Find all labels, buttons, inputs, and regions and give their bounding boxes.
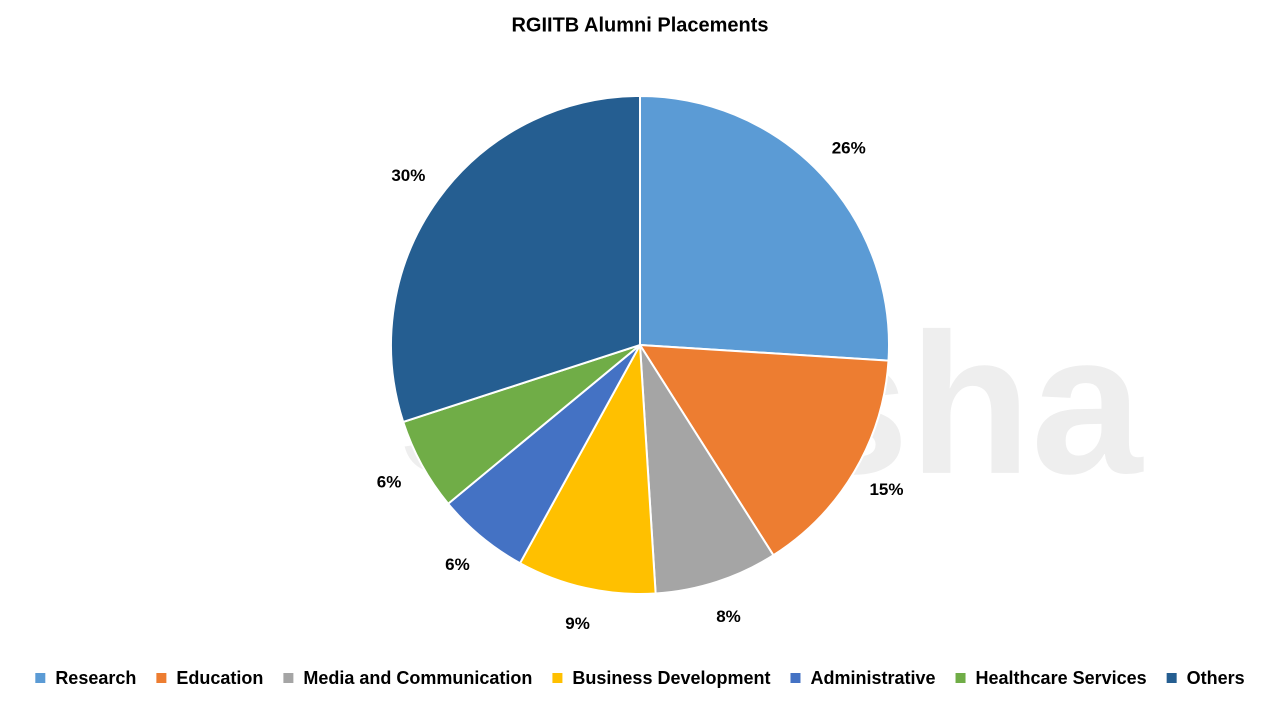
legend-label: Research <box>55 668 136 688</box>
data-label: 30% <box>391 166 425 185</box>
legend-swatch <box>955 673 966 683</box>
chart-title: RGIITB Alumni Placements <box>511 14 768 36</box>
legend-swatch <box>156 673 167 683</box>
pie-slice <box>390 94 641 424</box>
data-label: 26% <box>832 138 866 157</box>
legend-label: Administrative <box>810 668 935 688</box>
data-label: 6% <box>377 472 402 491</box>
legend-swatch <box>790 673 801 683</box>
data-label: 15% <box>869 480 903 499</box>
pie-slice <box>639 344 775 595</box>
data-label: 6% <box>445 555 470 574</box>
legend: Research Education Media and Communication… <box>35 668 1245 688</box>
legend-label: Media and Communication <box>303 668 532 688</box>
legend-swatch <box>552 673 563 683</box>
legend-label: Education <box>176 668 263 688</box>
pie-slice <box>639 94 890 362</box>
pie-slice <box>638 343 890 557</box>
data-label: 8% <box>716 607 741 626</box>
legend-swatch <box>1166 673 1177 683</box>
legend-swatch <box>283 673 294 683</box>
legend-label: Others <box>1187 668 1245 688</box>
pie-slice <box>518 341 657 595</box>
legend-label: Healthcare Services <box>976 668 1147 688</box>
data-label: 9% <box>565 614 590 633</box>
legend-swatch <box>35 673 46 683</box>
legend-label: Business Development <box>572 668 770 688</box>
pie: 26% 15% 8% 9% 6% 6% 30% <box>377 94 903 633</box>
